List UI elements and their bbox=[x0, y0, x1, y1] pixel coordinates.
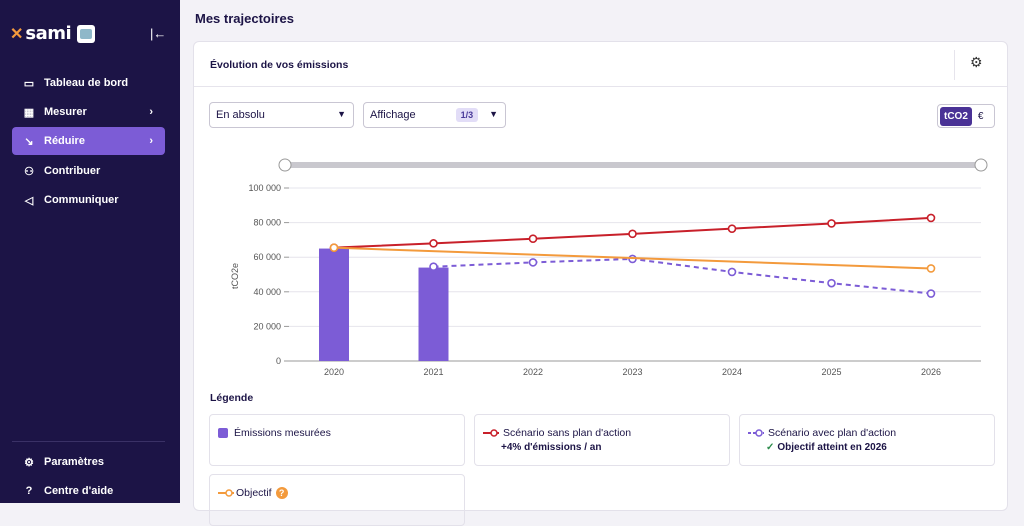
logo-text: sami bbox=[25, 23, 72, 44]
legend-measured-label: Émissions mesurées bbox=[234, 427, 331, 439]
series-point-1[interactable] bbox=[827, 278, 836, 288]
sidebar-item-label: Réduire bbox=[44, 135, 85, 147]
series-point-0[interactable] bbox=[429, 239, 438, 248]
range-slider-end-handle[interactable] bbox=[974, 158, 988, 172]
help-icon: ? bbox=[25, 485, 33, 497]
legend-measured: Émissions mesurées bbox=[209, 414, 465, 466]
y-tick-label: 60 000 bbox=[253, 252, 281, 262]
series-point-1[interactable] bbox=[429, 262, 438, 272]
series-point-0[interactable] bbox=[727, 224, 737, 233]
mode-select-value: En absolu bbox=[216, 109, 265, 121]
series-point-0[interactable] bbox=[827, 219, 836, 228]
emissions-chart: 0 20 000 40 000 60 000 80 000 100 000 2020 202… bbox=[230, 158, 988, 377]
logo[interactable]: ✕ sami bbox=[10, 23, 96, 44]
organization-logo-icon bbox=[77, 24, 96, 43]
bar-swatch-icon bbox=[218, 428, 228, 438]
x-tick-label: 2020 bbox=[324, 367, 344, 377]
collapse-sidebar-icon[interactable]: |← bbox=[150, 26, 167, 41]
legend-with-plan: Scénario avec plan d'action ✓ Objectif at… bbox=[739, 414, 995, 466]
legend-objective-label: Objectif bbox=[236, 487, 272, 499]
megaphone-icon: ◁ bbox=[24, 194, 34, 207]
x-tick-label: 2024 bbox=[722, 367, 742, 377]
x-tick-label: 2023 bbox=[622, 367, 642, 377]
unit-euro-option[interactable]: € bbox=[977, 110, 984, 122]
series-point-0[interactable] bbox=[528, 234, 538, 243]
range-slider-start-handle[interactable] bbox=[278, 158, 292, 172]
gear-icon: ⚙ bbox=[24, 456, 34, 469]
logo-mark-icon: ✕ bbox=[10, 25, 24, 43]
emissions-card: Évolution de vos émissions ⚙ En absolu ▼… bbox=[193, 41, 1008, 526]
help-icon[interactable]: ? bbox=[275, 487, 288, 499]
sidebar-item-label: Mesurer bbox=[44, 106, 87, 118]
sidebar-item-tableau-de-bord[interactable]: ▭ Tableau de bord bbox=[12, 69, 165, 97]
y-tick-label: 80 000 bbox=[253, 218, 281, 228]
x-tick-label: 2025 bbox=[821, 367, 841, 377]
sidebar-item-communiquer[interactable]: ◁ Communiquer bbox=[12, 186, 165, 214]
series-line-2 bbox=[333, 246, 932, 270]
purple-dashed-line-icon bbox=[748, 429, 764, 437]
legend-title: Légende bbox=[210, 392, 254, 404]
sidebar-item-label: Tableau de bord bbox=[44, 77, 129, 89]
sidebar: ✕ sami |← ▭ Tableau de bord ▦ Mesurer › … bbox=[0, 0, 180, 503]
page-title: Mes trajectoires bbox=[195, 11, 294, 26]
series-point-2[interactable] bbox=[329, 243, 339, 252]
sidebar-item-mesurer[interactable]: ▦ Mesurer › bbox=[12, 98, 165, 126]
card-title: Évolution de vos émissions bbox=[210, 59, 349, 71]
y-axis-label: tCO2e bbox=[230, 263, 240, 289]
sidebar-item-reduire[interactable]: ↘ Réduire › bbox=[12, 127, 165, 155]
chevron-down-icon: ▼ bbox=[489, 109, 498, 119]
legend-no-plan: Scénario sans plan d'action +4% d'émissi… bbox=[474, 414, 730, 466]
x-tick-label: 2026 bbox=[921, 367, 941, 377]
orange-line-icon bbox=[218, 489, 234, 497]
legend-with-plan-sub: Objectif atteint en 2026 bbox=[777, 442, 887, 453]
range-slider-track[interactable] bbox=[285, 162, 981, 168]
chevron-right-icon: › bbox=[149, 135, 153, 147]
series-point-2[interactable] bbox=[926, 264, 936, 273]
y-tick-label: 0 bbox=[276, 356, 281, 366]
people-icon: ⚇ bbox=[24, 165, 34, 178]
series-point-0[interactable] bbox=[926, 213, 936, 223]
x-tick-label: 2022 bbox=[523, 367, 543, 377]
mode-select[interactable]: En absolu ▼ bbox=[209, 102, 354, 128]
settings-gear-icon[interactable]: ⚙ bbox=[970, 54, 983, 70]
legend-no-plan-label: Scénario sans plan d'action bbox=[503, 427, 632, 439]
chart-down-icon: ↘ bbox=[24, 135, 34, 148]
sidebar-item-parametres[interactable]: ⚙ Paramètres bbox=[12, 448, 165, 476]
display-select-value: Affichage bbox=[370, 109, 416, 121]
display-select[interactable]: Affichage 1/3 ▼ bbox=[363, 102, 506, 128]
red-line-icon bbox=[483, 429, 499, 437]
sidebar-item-centre-aide[interactable]: ? Centre d'aide bbox=[12, 477, 165, 505]
calculator-icon: ▦ bbox=[23, 106, 35, 119]
series-point-1[interactable] bbox=[926, 289, 936, 298]
dashboard-icon: ▭ bbox=[23, 77, 35, 90]
sidebar-item-label: Centre d'aide bbox=[44, 485, 114, 497]
sidebar-item-label: Paramètres bbox=[44, 456, 104, 468]
y-tick-label: 100 000 bbox=[248, 183, 281, 193]
legend-with-plan-label: Scénario avec plan d'action bbox=[768, 427, 897, 439]
legend-objective: Objectif ? bbox=[209, 474, 465, 526]
chevron-down-icon: ▼ bbox=[337, 109, 346, 119]
legend-no-plan-sub: +4% d'émissions / an bbox=[501, 442, 602, 453]
sidebar-divider bbox=[12, 441, 165, 442]
unit-tco2-option[interactable]: tCO2 bbox=[940, 106, 972, 126]
header-divider bbox=[954, 50, 955, 80]
series-point-0[interactable] bbox=[628, 229, 637, 239]
bar-measured-2020[interactable] bbox=[319, 248, 349, 361]
series-point-1[interactable] bbox=[528, 258, 538, 267]
y-tick-label: 20 000 bbox=[253, 321, 281, 331]
card-header-divider bbox=[194, 86, 1007, 87]
chevron-right-icon: › bbox=[149, 106, 153, 118]
bar-measured-2021[interactable] bbox=[418, 267, 449, 361]
display-count-badge: 1/3 bbox=[455, 108, 479, 122]
sidebar-item-label: Communiquer bbox=[44, 194, 119, 206]
check-icon: ✓ bbox=[766, 442, 775, 453]
unit-toggle[interactable]: tCO2 € bbox=[937, 104, 995, 128]
sidebar-item-contribuer[interactable]: ⚇ Contribuer bbox=[12, 157, 165, 185]
series-line-1 bbox=[433, 257, 932, 295]
y-tick-label: 40 000 bbox=[253, 287, 281, 297]
sidebar-item-label: Contribuer bbox=[44, 165, 101, 177]
series-point-1[interactable] bbox=[727, 267, 737, 277]
x-tick-label: 2021 bbox=[423, 367, 443, 377]
